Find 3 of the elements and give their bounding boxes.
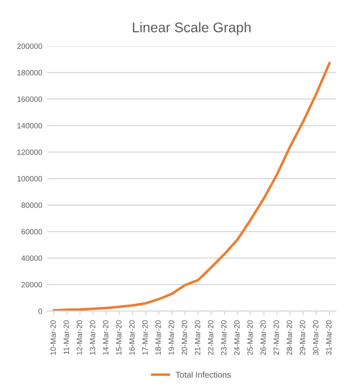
line-series — [52, 62, 331, 312]
chart-title: Linear Scale Graph — [132, 22, 251, 36]
legend-label: Total Infections — [176, 372, 231, 378]
